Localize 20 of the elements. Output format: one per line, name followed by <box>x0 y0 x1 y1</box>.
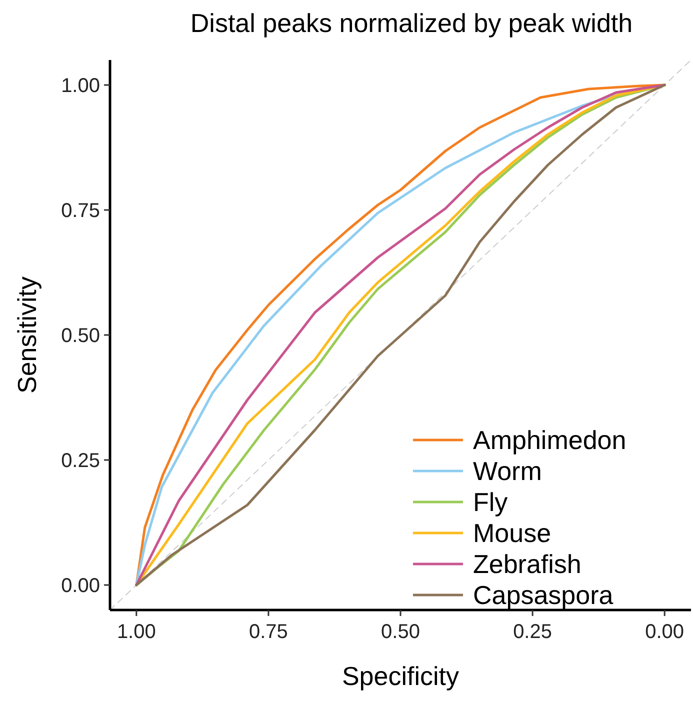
y-axis-title: Sensitivity <box>12 276 42 394</box>
x-tick-label: 0.25 <box>513 621 552 643</box>
line-series <box>135 84 666 586</box>
x-axis-title: Specificity <box>342 661 460 691</box>
x-tick-label: 0.00 <box>645 621 684 643</box>
y-tick-label: 0.75 <box>61 200 100 222</box>
legend-label: Worm <box>473 456 542 486</box>
y-tick-label: 0.00 <box>61 575 100 597</box>
y-tick-label: 1.00 <box>61 75 100 97</box>
legend-label: Mouse <box>473 518 552 548</box>
legend-label: Amphimedon <box>473 425 626 456</box>
legend-label: Fly <box>473 487 508 518</box>
y-tick-label: 0.50 <box>61 325 100 347</box>
x-tick-label: 0.75 <box>248 621 288 643</box>
x-tick-label: 1.00 <box>116 621 156 643</box>
x-tick-label: 0.50 <box>381 621 420 643</box>
legend-label: Capsaspora <box>473 580 614 610</box>
chart-title: Distal peaks normalized by peak width <box>190 8 633 38</box>
y-tick-label: 0.25 <box>61 450 100 472</box>
legend-label: Zebrafish <box>473 549 582 580</box>
